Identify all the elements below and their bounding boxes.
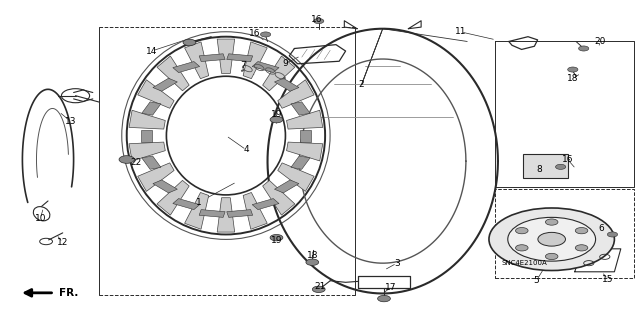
Text: 6: 6 <box>599 224 604 233</box>
Polygon shape <box>153 78 177 91</box>
Text: 21: 21 <box>314 282 326 291</box>
Polygon shape <box>243 192 268 229</box>
Polygon shape <box>173 198 200 210</box>
Polygon shape <box>262 180 295 215</box>
Text: 13: 13 <box>65 117 76 126</box>
Text: 7: 7 <box>241 61 246 70</box>
Polygon shape <box>227 210 253 217</box>
FancyBboxPatch shape <box>523 154 568 178</box>
Circle shape <box>314 19 324 24</box>
Circle shape <box>312 286 325 293</box>
Text: FR.: FR. <box>59 288 78 298</box>
Circle shape <box>607 232 618 237</box>
Polygon shape <box>142 156 161 169</box>
Text: 12: 12 <box>57 238 68 247</box>
Circle shape <box>508 217 596 261</box>
Circle shape <box>575 227 588 234</box>
Text: 2: 2 <box>359 80 364 89</box>
Circle shape <box>568 67 578 72</box>
Polygon shape <box>142 102 161 115</box>
Text: 5: 5 <box>534 276 539 285</box>
Text: SNC4E2100A: SNC4E2100A <box>502 260 548 266</box>
Polygon shape <box>262 56 295 91</box>
Polygon shape <box>278 163 314 191</box>
Text: 16: 16 <box>249 29 260 38</box>
Polygon shape <box>287 110 323 129</box>
Circle shape <box>516 227 528 234</box>
Polygon shape <box>129 110 165 129</box>
Polygon shape <box>278 80 314 108</box>
Circle shape <box>579 46 589 51</box>
Polygon shape <box>138 163 174 191</box>
Circle shape <box>545 253 558 260</box>
Text: 19: 19 <box>271 110 282 119</box>
Polygon shape <box>291 102 310 115</box>
Polygon shape <box>227 54 253 62</box>
Polygon shape <box>252 198 279 210</box>
Circle shape <box>260 32 271 37</box>
Polygon shape <box>138 80 174 108</box>
Polygon shape <box>275 180 299 193</box>
Circle shape <box>538 232 566 246</box>
Text: 18: 18 <box>307 251 318 260</box>
Circle shape <box>545 219 558 225</box>
Text: 8: 8 <box>537 165 542 174</box>
Polygon shape <box>291 156 310 169</box>
Text: 17: 17 <box>385 283 396 292</box>
Text: 3: 3 <box>394 259 399 268</box>
Polygon shape <box>184 192 209 229</box>
Circle shape <box>183 39 196 46</box>
Polygon shape <box>157 56 189 91</box>
Text: 10: 10 <box>35 214 46 223</box>
Polygon shape <box>287 142 323 161</box>
Circle shape <box>516 245 528 251</box>
Polygon shape <box>199 210 225 217</box>
Text: 15: 15 <box>602 275 614 284</box>
Polygon shape <box>173 62 200 73</box>
Circle shape <box>378 295 390 302</box>
Text: 20: 20 <box>595 37 606 46</box>
Polygon shape <box>141 130 152 142</box>
Polygon shape <box>252 62 279 73</box>
Circle shape <box>489 208 614 271</box>
Circle shape <box>270 116 283 123</box>
Polygon shape <box>217 198 235 232</box>
Text: 4: 4 <box>244 145 249 154</box>
Circle shape <box>306 259 319 265</box>
Polygon shape <box>199 54 225 62</box>
Text: 11: 11 <box>455 27 467 36</box>
Circle shape <box>556 164 566 169</box>
Polygon shape <box>243 42 268 79</box>
Polygon shape <box>184 42 209 79</box>
Text: 14: 14 <box>146 47 157 56</box>
Polygon shape <box>217 39 235 73</box>
Circle shape <box>119 156 134 163</box>
Text: 19: 19 <box>271 236 282 245</box>
Text: 16: 16 <box>311 15 323 24</box>
Polygon shape <box>300 130 311 142</box>
Text: 16: 16 <box>562 155 573 164</box>
Polygon shape <box>275 78 299 91</box>
Text: 18: 18 <box>567 74 579 83</box>
Circle shape <box>575 245 588 251</box>
Polygon shape <box>153 180 177 193</box>
Text: 1: 1 <box>196 198 201 207</box>
Text: 9: 9 <box>282 59 287 68</box>
Text: 22: 22 <box>131 158 142 167</box>
Polygon shape <box>157 180 189 215</box>
Polygon shape <box>129 142 165 161</box>
Circle shape <box>270 234 283 241</box>
